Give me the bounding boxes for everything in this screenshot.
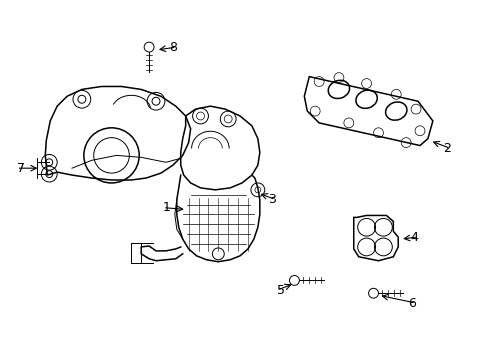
Text: 3: 3: [268, 193, 275, 206]
Text: 2: 2: [443, 142, 451, 155]
Text: 1: 1: [163, 201, 171, 214]
Text: 4: 4: [410, 231, 418, 244]
Text: 7: 7: [17, 162, 24, 175]
Text: 8: 8: [169, 41, 177, 54]
Text: 5: 5: [276, 284, 285, 297]
Text: 6: 6: [408, 297, 416, 310]
